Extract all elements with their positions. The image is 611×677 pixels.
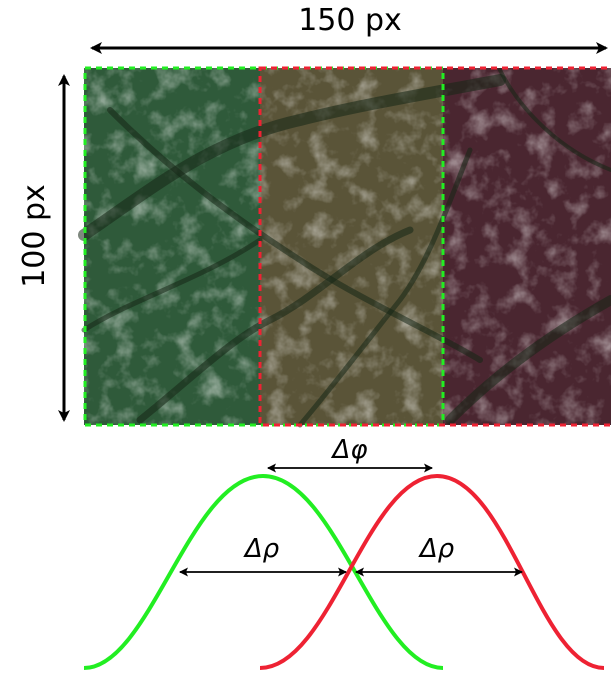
- image-veins: [78, 68, 611, 428]
- red-window-curve: [259, 473, 605, 670]
- spread-label-left: Δρ: [243, 534, 280, 564]
- spread-label-right: Δρ: [418, 534, 455, 564]
- width-label: 150 px: [298, 3, 402, 38]
- image-strip: [78, 66, 611, 428]
- green-window-curve: [83, 473, 444, 670]
- red-window-border: [258, 66, 611, 427]
- phase-label: Δφ: [331, 435, 368, 465]
- height-label: 100 px: [17, 184, 52, 288]
- image-texture: [84, 68, 611, 425]
